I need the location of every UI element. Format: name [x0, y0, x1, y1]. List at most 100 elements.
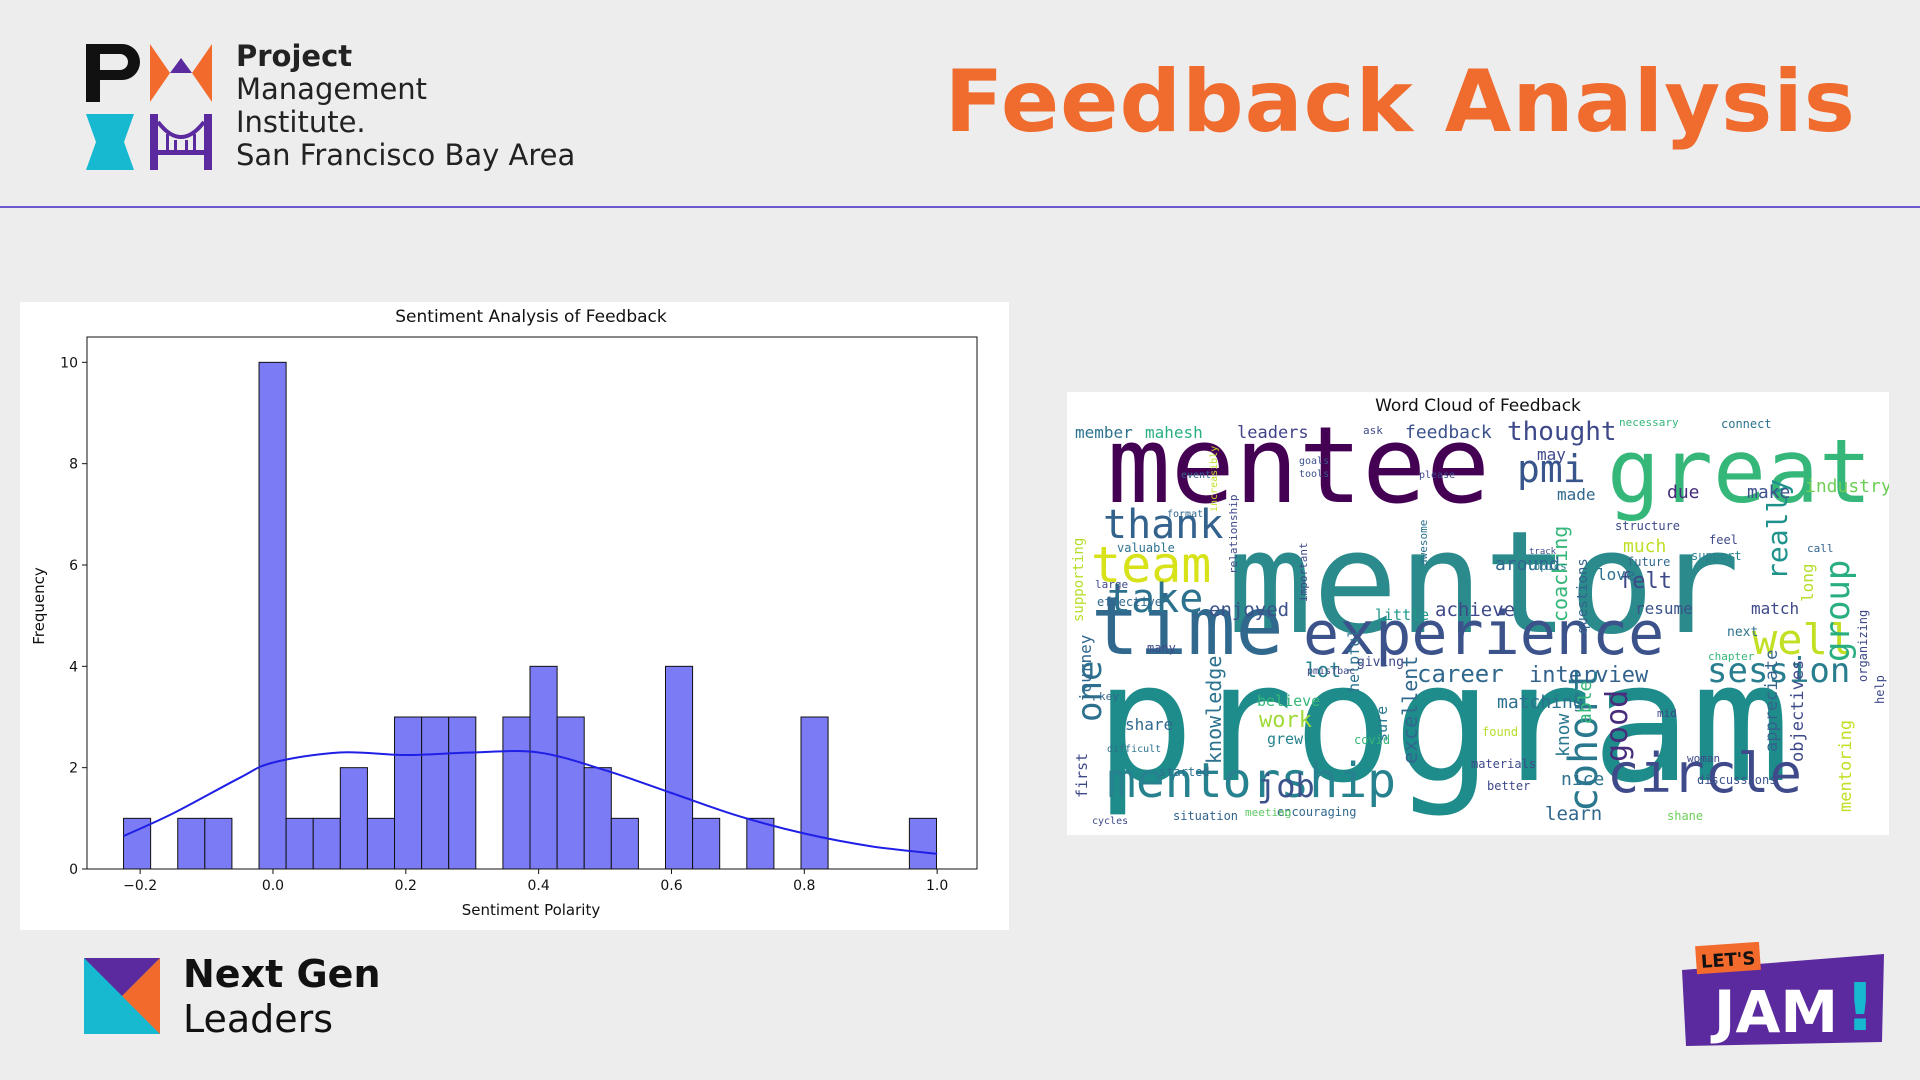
word-cloud-word: career: [1417, 660, 1504, 688]
word-cloud-word: due: [1667, 482, 1700, 503]
page-title: Feedback Analysis: [944, 52, 1856, 152]
word-cloud-title: Word Cloud of Feedback: [1375, 396, 1581, 416]
word-cloud-word: track: [1529, 547, 1557, 557]
brand-line-2: Leaders: [183, 997, 334, 1041]
next-gen-leaders-text: Next Gen Leaders: [183, 952, 381, 1042]
word-cloud-word: able: [1575, 681, 1596, 724]
word-cloud-word: circle: [1607, 742, 1802, 805]
word-cloud-word: job: [1257, 767, 1315, 805]
word-cloud-word: increasibly: [1209, 446, 1220, 512]
word-cloud-word: mentee: [1107, 404, 1490, 527]
word-cloud-word: achieve: [1435, 599, 1515, 621]
word-cloud-word: structure: [1615, 519, 1680, 533]
word-cloud-word: member: [1075, 423, 1133, 442]
y-tick-label: 8: [69, 457, 78, 473]
word-cloud-word: important: [1297, 542, 1310, 602]
histogram-bar: [800, 716, 829, 870]
y-tick-label: 6: [69, 558, 78, 574]
word-cloud-word: better: [1487, 779, 1530, 793]
word-cloud-word: excellent: [1398, 656, 1422, 764]
histogram-bar: [610, 817, 639, 870]
word-cloud-word: encouraging: [1277, 805, 1356, 819]
badge-top-text: LET'S: [1700, 948, 1756, 973]
word-cloud-word: effective: [1097, 595, 1162, 609]
word-cloud-word: industry: [1805, 476, 1889, 497]
word-cloud-word: made: [1557, 485, 1596, 504]
word-cloud-word: chapter: [1708, 650, 1755, 663]
word-cloud-word: relationship: [1227, 495, 1240, 574]
histogram-bar: [746, 817, 775, 870]
word-cloud-word: connect: [1721, 417, 1772, 431]
word-cloud-word: necessary: [1619, 416, 1679, 429]
word-cloud-word: grew: [1267, 730, 1304, 748]
word-cloud-word: coaching: [1548, 526, 1572, 622]
word-cloud-word: help: [1873, 675, 1887, 704]
histogram-title: Sentiment Analysis of Feedback: [395, 307, 667, 327]
x-tick-label: 0.8: [793, 878, 815, 894]
histogram-bar: [204, 817, 233, 870]
word-cloud-word: little: [1375, 606, 1429, 624]
word-cloud-word: interview: [1529, 663, 1649, 688]
word-cloud-word: helpful: [1345, 629, 1363, 692]
word-cloud-word: discussions: [1697, 773, 1776, 787]
word-cloud-word: feedback: [1405, 422, 1492, 443]
histogram-kde-line: [123, 750, 938, 855]
word-cloud-word: materials: [1471, 757, 1536, 771]
word-cloud-word: organizing: [1856, 610, 1870, 682]
word-cloud-word: session: [1707, 651, 1850, 691]
word-cloud-word: many: [1147, 641, 1176, 655]
word-cloud-word: match: [1751, 599, 1799, 618]
word-cloud-word: mahesh: [1145, 423, 1203, 442]
word-cloud-word: much: [1623, 536, 1666, 557]
word-cloud-word: shane: [1667, 809, 1703, 823]
organization-name: Project Management Institute. San Franci…: [236, 40, 575, 172]
word-cloud-word: long: [1798, 563, 1817, 602]
word-cloud-word: knowledge: [1202, 656, 1226, 764]
sentiment-histogram-panel: Sentiment Analysis of Feedback Sentiment…: [20, 302, 1009, 930]
word-cloud-word: well: [1752, 615, 1853, 664]
word-cloud-word: love: [1597, 565, 1636, 584]
word-cloud-word: mentorship: [1107, 753, 1396, 809]
word-cloud-word: one: [1070, 661, 1110, 722]
org-line-4: San Francisco Bay Area: [236, 138, 576, 172]
x-tick-label: −0.2: [123, 878, 157, 894]
word-cloud-word: please: [1419, 470, 1455, 481]
word-cloud-word: mentoring: [1836, 720, 1856, 812]
word-cloud-word: event: [1181, 470, 1211, 481]
word-cloud-word: difficult: [1107, 744, 1161, 755]
brand-line-1: Next Gen: [183, 952, 381, 996]
histogram-x-label: Sentiment Polarity: [462, 901, 601, 919]
y-tick-label: 10: [60, 355, 78, 371]
histogram-bar: [285, 817, 314, 870]
word-cloud-word: next: [1727, 625, 1758, 640]
word-cloud-word: situation: [1173, 809, 1238, 823]
word-cloud-word: topics: [1527, 560, 1567, 573]
histogram-bar: [312, 817, 341, 870]
word-cloud-word: team: [1091, 536, 1211, 594]
x-tick-label: 0.4: [528, 878, 550, 894]
word-cloud-word: first: [1073, 753, 1091, 798]
histogram-bar: [339, 767, 368, 870]
y-tick-label: 0: [69, 862, 78, 878]
word-cloud-word: learn: [1545, 803, 1602, 825]
histogram-bar: [583, 767, 612, 870]
word-cloud-word: future: [1627, 555, 1670, 569]
histogram-bar: [556, 716, 585, 870]
x-tick-label: 0.2: [395, 878, 417, 894]
pmi-logo: [86, 44, 212, 170]
word-cloud-word: ask: [1363, 424, 1383, 437]
word-cloud-word: support: [1691, 549, 1742, 563]
word-cloud-word: lot: [1305, 658, 1341, 682]
word-cloud-word: cohort: [1561, 668, 1607, 813]
word-cloud-word: woman: [1687, 752, 1720, 765]
badge-main-text: JAM: [1710, 978, 1838, 1046]
histogram-bar: [177, 817, 206, 870]
word-cloud-word: call: [1807, 542, 1834, 555]
word-cloud-word: objectives: [1788, 660, 1808, 762]
word-cloud-word: take: [1107, 576, 1203, 622]
histogram-bar: [665, 665, 694, 870]
word-cloud-word: awesome: [1417, 520, 1430, 566]
word-cloud-word: mid: [1657, 707, 1677, 720]
org-line-2: Management: [236, 72, 428, 106]
